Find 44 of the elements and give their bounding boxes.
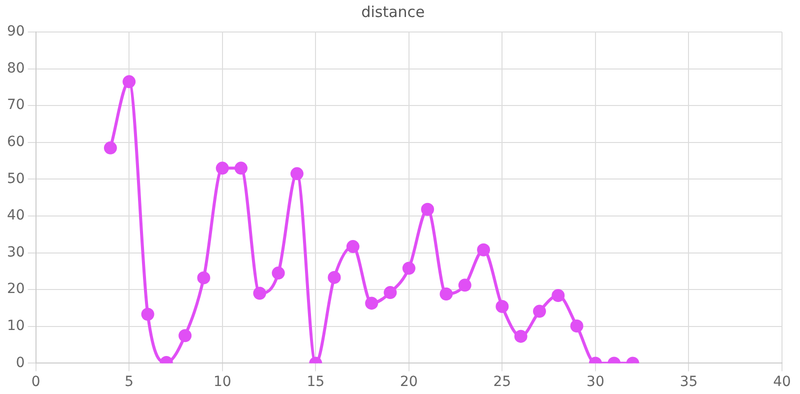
point (402, 262, 416, 275)
point (253, 286, 266, 300)
point (328, 270, 341, 284)
point (216, 162, 229, 175)
x-tick-label: 15 (306, 374, 325, 390)
y-tick-label: 30 (6, 244, 25, 260)
x-tick-label: 35 (680, 374, 698, 390)
point (514, 330, 528, 343)
point (178, 329, 192, 342)
point (477, 243, 490, 256)
y-tick-label: 60 (6, 134, 25, 150)
point (496, 300, 509, 314)
y-tick-label: 10 (6, 318, 25, 334)
x-tick-label: 20 (400, 374, 418, 390)
y-tick-label: 80 (6, 60, 25, 76)
chart-title: distance (361, 2, 425, 21)
y-tick-label: 0 (16, 354, 25, 371)
point (440, 288, 453, 301)
point (141, 308, 154, 321)
point (272, 266, 285, 280)
point (532, 304, 546, 318)
point (104, 141, 117, 154)
point (384, 286, 397, 300)
point (122, 75, 136, 88)
y-tick-label: 90 (6, 24, 25, 40)
x-tick-label: 0 (31, 374, 40, 390)
x-tick-label: 30 (586, 374, 604, 390)
y-tick-label: 70 (6, 97, 25, 114)
x-tick-label: 10 (213, 374, 232, 390)
point (234, 162, 248, 175)
point (421, 202, 434, 216)
y-tick-label: 40 (6, 208, 25, 224)
point (365, 296, 378, 310)
point (458, 278, 472, 292)
x-tick-label: 25 (493, 374, 512, 390)
y-tick-label: 20 (6, 281, 25, 298)
y-tick-label: 50 (6, 170, 25, 187)
x-tick-label: 40 (773, 374, 791, 390)
point (290, 167, 304, 180)
point (346, 240, 360, 254)
point (570, 320, 584, 333)
x-tick-label: 5 (124, 374, 134, 390)
point (552, 288, 565, 302)
point (197, 271, 210, 284)
